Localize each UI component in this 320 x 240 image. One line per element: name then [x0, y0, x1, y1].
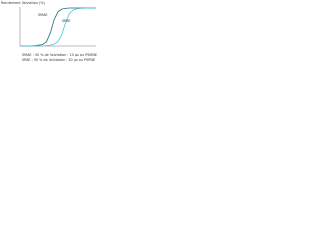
line [20, 7, 96, 47]
chart: Rendement lixiviation (%) SMAE : 50 % de… [1, 1, 97, 62]
line [20, 7, 96, 47]
y-axis-label: Rendement lixiviation (%) [1, 1, 46, 5]
series-label: SMAE [38, 13, 48, 17]
series-label: SPAE [62, 19, 70, 23]
annotation: SPAE : 50 % de lixiviation : 30 µs ou PS… [22, 58, 95, 62]
annotation: SMAE : 50 % de lixiviation : 10 µs ou PS… [22, 53, 97, 57]
